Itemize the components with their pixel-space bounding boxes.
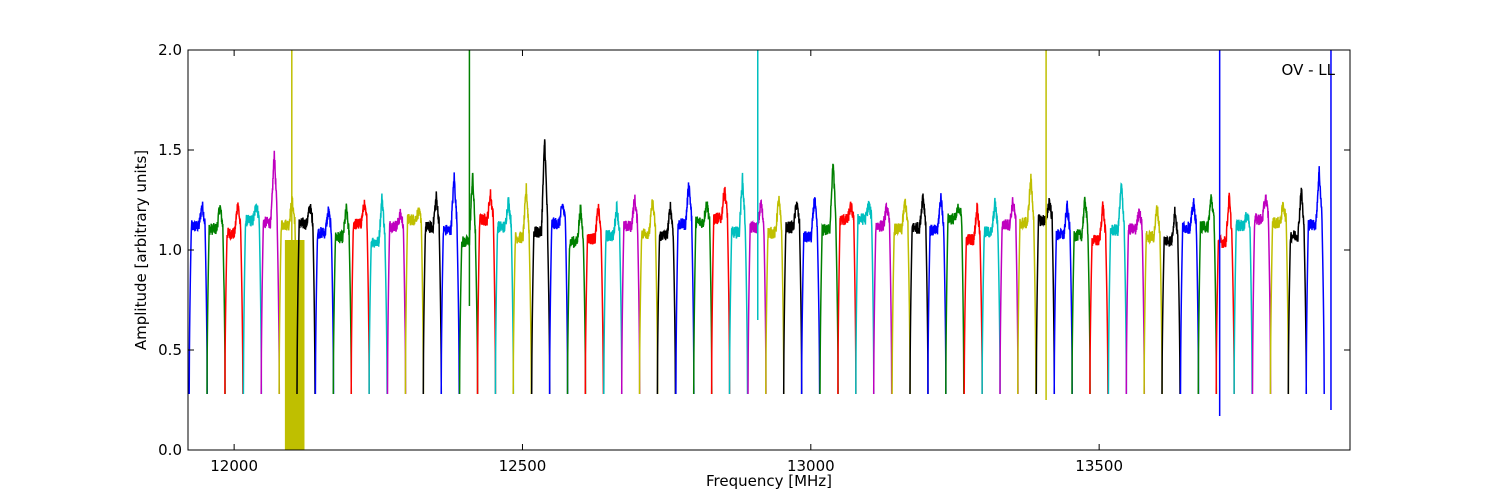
- channel-line: [782, 201, 803, 395]
- channel-line: [512, 183, 533, 395]
- channel-line: [1107, 182, 1128, 395]
- channel-line: [350, 199, 370, 395]
- channel-line: [1287, 187, 1308, 395]
- channel-line: [368, 193, 388, 395]
- x-tick-label: 12500: [499, 457, 547, 475]
- channel-line: [404, 207, 425, 395]
- x-tick-label: 12000: [210, 457, 258, 475]
- y-tick-label: 0.5: [158, 341, 182, 359]
- channel-line: [494, 197, 515, 395]
- channel-line: [476, 189, 497, 395]
- channel-line: [855, 200, 875, 395]
- channel-line: [1071, 196, 1091, 395]
- channel-line: [260, 150, 281, 395]
- x-tick-label: 13500: [1075, 457, 1123, 475]
- channel-line: [819, 163, 839, 395]
- channel-line: [242, 202, 263, 395]
- channel-line: [603, 200, 623, 395]
- channel-line: [909, 193, 929, 395]
- y-tick-label: 1.0: [158, 241, 182, 259]
- channel-line: [710, 186, 731, 395]
- ticks-layer: 12000 12500 13000 13500 0.0 0.5 1.0 1.5 2.0: [158, 41, 1350, 475]
- channel-line: [278, 195, 298, 395]
- channel-line: [548, 203, 569, 395]
- channel-line: [1161, 206, 1181, 395]
- y-tick-label: 2.0: [158, 41, 182, 59]
- channel-line: [1269, 201, 1290, 395]
- channel-line: [1305, 166, 1325, 395]
- channel-line: [530, 139, 551, 395]
- y-tick-label: 1.5: [158, 141, 182, 159]
- channel-line: [1017, 173, 1037, 395]
- channel-line: [656, 201, 677, 395]
- y-tick-label: 0.0: [158, 441, 182, 459]
- x-axis-label: Frequency [MHz]: [706, 472, 832, 490]
- x-tick-label: 13000: [787, 457, 835, 475]
- channel-line: [891, 198, 911, 395]
- channel-line: [1089, 201, 1109, 395]
- channel-line: [1143, 205, 1163, 395]
- channel-line: [620, 194, 641, 395]
- channel-line: [566, 204, 587, 395]
- channel-line: [1035, 197, 1056, 395]
- saturated-channel-block: [284, 240, 305, 450]
- channel-line: [638, 199, 659, 395]
- channel-line: [747, 199, 767, 395]
- channel-line: [1233, 212, 1253, 395]
- channel-line: [422, 191, 443, 395]
- channel-line: [206, 205, 226, 395]
- channel-line: [675, 182, 695, 395]
- chart-annotation: OV - LL: [1282, 61, 1336, 79]
- channel-line: [1179, 198, 1200, 395]
- channel-line: [458, 172, 479, 395]
- channel-line: [981, 197, 1001, 395]
- channel-line: [332, 203, 353, 395]
- channel-line: [386, 208, 407, 395]
- channel-line: [188, 201, 208, 395]
- y-axis-label: Amplitude [arbitrary units]: [132, 150, 150, 350]
- channel-line: [927, 193, 947, 395]
- channel-line: [692, 201, 713, 395]
- channel-line: [1251, 194, 1272, 395]
- channel-line: [837, 201, 857, 395]
- series-layer: [188, 50, 1332, 450]
- channel-line: [1125, 208, 1146, 395]
- channel-line: [584, 203, 605, 395]
- channel-line: [1053, 200, 1073, 395]
- channel-line: [224, 202, 244, 395]
- channel-line: [765, 195, 785, 395]
- channel-line: [314, 206, 335, 395]
- channel-line: [728, 172, 749, 395]
- channel-line: [999, 197, 1019, 395]
- channel-line: [1197, 194, 1218, 395]
- channel-line: [963, 202, 983, 395]
- channel-line: [945, 203, 965, 395]
- channel-line: [872, 202, 893, 395]
- channel-line: [440, 172, 460, 395]
- channel-line: [800, 197, 821, 395]
- channel-line: [296, 203, 316, 395]
